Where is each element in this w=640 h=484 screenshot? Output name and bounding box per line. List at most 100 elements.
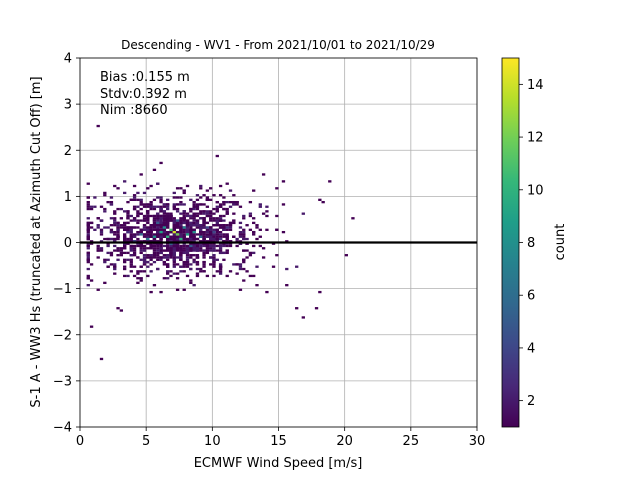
heatmap-cell	[136, 212, 140, 215]
heatmap-cell	[215, 207, 219, 211]
heatmap-cell	[202, 265, 206, 268]
heatmap-cell	[215, 205, 219, 208]
heatmap-cell	[149, 226, 153, 229]
heatmap-cell	[212, 228, 216, 231]
heatmap-cell	[175, 210, 180, 213]
heatmap-cell	[212, 258, 216, 261]
heatmap-cell	[182, 233, 186, 236]
heatmap-cell	[212, 212, 216, 215]
heatmap-cell	[232, 235, 236, 238]
heatmap-cell	[139, 258, 143, 261]
heatmap-cell	[172, 230, 176, 234]
heatmap-cell	[195, 203, 200, 206]
heatmap-cell	[189, 198, 193, 201]
heatmap-cell	[225, 244, 229, 248]
heatmap-cell	[139, 279, 143, 282]
heatmap-cell	[129, 237, 133, 241]
heatmap-cell	[129, 198, 133, 201]
heatmap-cell	[113, 265, 117, 268]
heatmap-cell	[93, 228, 97, 231]
heatmap-cell	[169, 244, 173, 248]
heatmap-cell	[179, 228, 183, 231]
heatmap-cell	[152, 242, 157, 245]
heatmap-cell	[86, 284, 90, 287]
heatmap-cell	[182, 288, 186, 291]
heatmap-cell	[212, 254, 216, 257]
heatmap-cell	[172, 242, 176, 245]
heatmap-cell	[275, 228, 279, 231]
heatmap-cell	[182, 237, 186, 241]
heatmap-cell	[189, 217, 193, 220]
heatmap-cell	[156, 182, 160, 185]
heatmap-cell	[103, 237, 107, 241]
heatmap-cell	[252, 217, 256, 220]
heatmap-cell	[255, 284, 259, 287]
heatmap-cell	[86, 254, 90, 257]
heatmap-cell	[116, 224, 120, 227]
heatmap-cell	[189, 281, 193, 285]
heatmap-cell	[179, 249, 183, 252]
heatmap-cell	[205, 240, 210, 243]
heatmap-cell	[202, 256, 206, 259]
heatmap-cell	[166, 254, 170, 257]
heatmap-cell	[119, 217, 124, 220]
heatmap-cell	[225, 274, 229, 278]
heatmap-cell	[242, 258, 246, 261]
heatmap-cell	[149, 214, 153, 218]
heatmap-cell	[129, 249, 133, 252]
heatmap-cell	[129, 260, 133, 264]
heatmap-cell	[169, 235, 173, 238]
heatmap-cell	[212, 230, 216, 234]
heatmap-cell	[195, 267, 200, 271]
colorbar-tick-label: 8	[527, 236, 535, 251]
heatmap-cell	[218, 184, 223, 188]
heatmap-cell	[218, 194, 223, 197]
heatmap-cell	[126, 214, 130, 218]
heatmap-cell	[132, 233, 137, 236]
heatmap-cell	[195, 237, 200, 241]
heatmap-cell	[99, 249, 104, 252]
heatmap-cell	[218, 235, 223, 238]
heatmap-cell	[149, 207, 153, 211]
heatmap-cell	[142, 203, 147, 206]
heatmap-cell	[152, 226, 157, 229]
heatmap-cell	[162, 249, 167, 252]
heatmap-cell	[166, 203, 170, 206]
heatmap-cell	[255, 237, 259, 241]
colorbar-ticks: 2 4 6 8 10 12 14	[519, 78, 544, 409]
heatmap-cell	[172, 251, 176, 255]
heatmap-cell	[103, 194, 107, 197]
heatmap-cell	[109, 230, 114, 234]
heatmap-cell	[169, 247, 173, 250]
heatmap-cell	[162, 212, 167, 215]
heatmap-cell	[96, 247, 100, 250]
heatmap-cell	[215, 237, 219, 241]
heatmap-cell	[212, 207, 216, 211]
heatmap-cell	[116, 235, 120, 238]
heatmap-cell	[202, 260, 206, 264]
heatmap-cell	[89, 240, 94, 243]
heatmap-cell	[199, 187, 203, 190]
heatmap-cell	[142, 247, 147, 250]
heatmap-cell	[228, 189, 233, 192]
heatmap-cell	[222, 228, 226, 231]
heatmap-cell	[86, 235, 90, 238]
heatmap-cell	[123, 247, 127, 250]
heatmap-cell	[238, 288, 243, 291]
heatmap-cell	[232, 221, 236, 225]
heatmap-cell	[123, 258, 127, 261]
heatmap-cell	[212, 237, 216, 241]
heatmap-cell	[192, 214, 196, 218]
heatmap-cell	[209, 237, 213, 241]
heatmap-cell	[103, 281, 107, 285]
heatmap-cell	[218, 244, 223, 248]
heatmap-cell	[314, 307, 319, 310]
heatmap-cell	[172, 265, 176, 268]
heatmap-cell	[86, 267, 90, 271]
heatmap-cell	[109, 228, 114, 231]
heatmap-cell	[142, 228, 147, 231]
heatmap-cell	[119, 207, 124, 211]
heatmap-cell	[166, 224, 170, 227]
heatmap-cell	[136, 219, 140, 222]
heatmap-cell	[159, 237, 163, 241]
